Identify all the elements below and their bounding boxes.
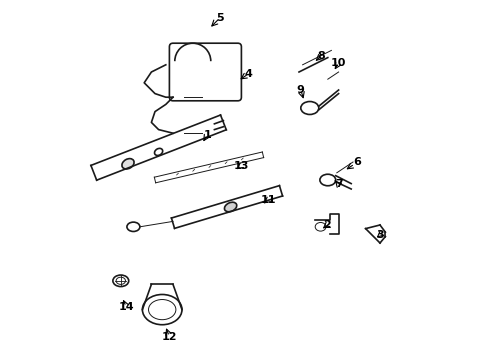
- Text: 9: 9: [297, 85, 305, 95]
- Text: 4: 4: [245, 69, 252, 79]
- Text: 13: 13: [234, 161, 249, 171]
- Text: 12: 12: [162, 332, 177, 342]
- Text: 14: 14: [119, 302, 134, 312]
- Text: 11: 11: [261, 195, 276, 205]
- Text: 10: 10: [331, 58, 346, 68]
- Text: 6: 6: [354, 157, 362, 167]
- Text: 7: 7: [336, 179, 343, 189]
- Text: 2: 2: [323, 220, 331, 230]
- Text: 5: 5: [216, 13, 223, 23]
- Ellipse shape: [122, 159, 134, 169]
- Text: 8: 8: [318, 51, 325, 61]
- Text: 3: 3: [376, 230, 384, 240]
- Text: 1: 1: [203, 130, 211, 140]
- Ellipse shape: [224, 202, 237, 212]
